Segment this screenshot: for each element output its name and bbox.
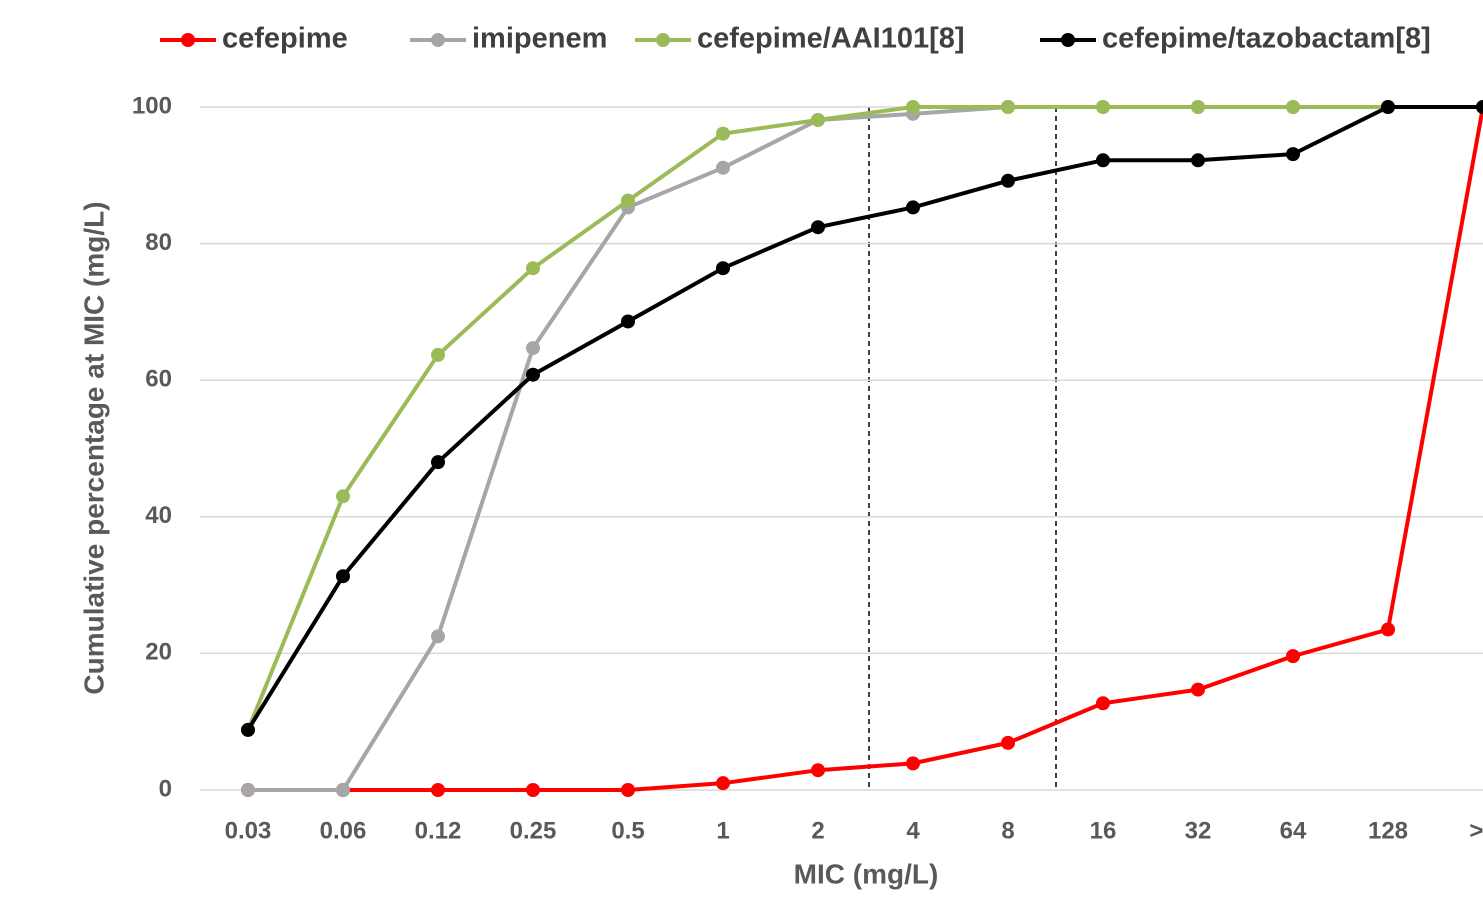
- legend-item: cefepime: [160, 23, 348, 55]
- data-point: [621, 783, 635, 797]
- legend-item: imipenem: [410, 23, 607, 55]
- x-tick-label: 64: [1280, 817, 1307, 844]
- x-tick-label: 1: [716, 817, 729, 844]
- y-tick-label: 60: [145, 366, 172, 393]
- data-point: [336, 489, 350, 504]
- grid: [200, 106, 1483, 791]
- y-tick-label: 80: [145, 229, 172, 256]
- data-point: [336, 569, 350, 584]
- x-tick-label: 16: [1090, 817, 1117, 844]
- data-point: [431, 629, 445, 644]
- data-point: [906, 100, 920, 114]
- x-tick-label: 0.12: [415, 817, 462, 844]
- data-point: [1001, 100, 1015, 114]
- legend-item: cefepime/tazobactam[8]: [1040, 23, 1431, 55]
- legend-item: cefepime/AAI101[8]: [635, 23, 965, 55]
- data-point: [526, 367, 540, 382]
- x-tick-label: >1: [1469, 817, 1483, 844]
- data-point: [1286, 649, 1300, 664]
- data-point: [526, 341, 540, 356]
- series-line: [248, 105, 1388, 792]
- data-point: [1381, 622, 1395, 637]
- series-line: [246, 105, 1483, 731]
- y-tick-label: 100: [132, 92, 172, 119]
- data-point: [336, 783, 350, 797]
- data-point: [906, 756, 920, 771]
- legend-label: cefepime/AAI101[8]: [697, 23, 965, 55]
- legend-label: cefepime/tazobactam[8]: [1102, 23, 1431, 55]
- data-point: [716, 126, 730, 141]
- legend-marker: [431, 33, 445, 47]
- data-point: [241, 722, 255, 737]
- data-point: [1286, 100, 1300, 114]
- data-point: [1001, 735, 1015, 750]
- data-point: [431, 783, 445, 797]
- x-tick-label: 0.03: [225, 817, 272, 844]
- data-point: [1191, 153, 1205, 168]
- data-point: [1286, 147, 1300, 162]
- data-point: [1096, 100, 1110, 114]
- data-point: [431, 347, 445, 362]
- data-point: [621, 193, 635, 208]
- data-point: [1191, 100, 1205, 114]
- data-point: [1096, 153, 1110, 168]
- data-point: [906, 200, 920, 215]
- legend-marker: [181, 33, 195, 47]
- data-point: [811, 220, 825, 235]
- x-tick-label: 128: [1368, 817, 1408, 844]
- data-point: [811, 112, 825, 127]
- data-point: [526, 261, 540, 276]
- data-point: [1381, 100, 1395, 114]
- x-tick-label: 8: [1001, 817, 1014, 844]
- data-point: [716, 261, 730, 276]
- data-point: [431, 455, 445, 470]
- x-tick-label: 32: [1185, 817, 1212, 844]
- data-point: [1191, 682, 1205, 697]
- y-tick-label: 40: [145, 502, 172, 529]
- legend-label: cefepime: [222, 23, 348, 55]
- data-point: [1001, 173, 1015, 188]
- y-tick-label: 20: [145, 639, 172, 666]
- legend-marker: [656, 33, 670, 47]
- x-axis-title: MIC (mg/L): [794, 858, 939, 889]
- x-tick-label: 0.5: [611, 817, 644, 844]
- data-point: [1096, 696, 1110, 711]
- data-point: [526, 783, 540, 797]
- series-line: [248, 106, 1483, 792]
- x-tick-label: 2: [811, 817, 824, 844]
- y-axis-title: Cumulative percentage at MIC (mg/L): [78, 201, 109, 694]
- data-point: [716, 776, 730, 791]
- x-tick-label: 4: [906, 817, 920, 844]
- y-tick-label: 0: [159, 775, 172, 802]
- x-tick-label: 0.25: [510, 817, 557, 844]
- data-point: [241, 783, 255, 797]
- data-point: [1476, 100, 1483, 114]
- data-point: [716, 160, 730, 175]
- legend-marker: [1061, 33, 1075, 47]
- data-point: [621, 314, 635, 329]
- x-tick-label: 0.06: [320, 817, 367, 844]
- legend-label: imipenem: [472, 23, 607, 55]
- data-point: [811, 763, 825, 778]
- series-line: [246, 105, 1388, 731]
